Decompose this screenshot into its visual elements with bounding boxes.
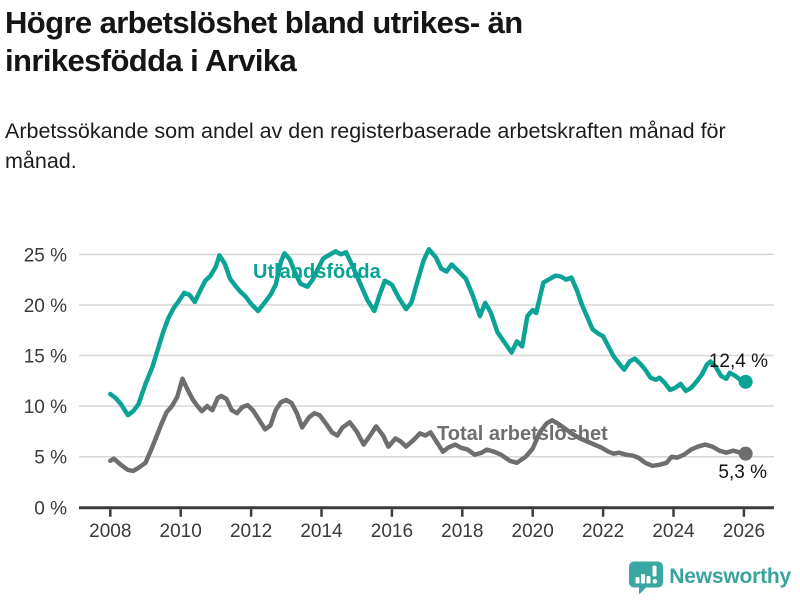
total-end-dot [738,446,753,461]
exclamation-dot [652,579,658,584]
x-tick-label: 2022 [582,521,624,542]
page-title: Högre arbetslöshet bland utrikes- än inr… [5,5,523,78]
total-line [108,376,748,474]
y-tick-label: 5 % [34,448,67,469]
x-tick-label: 2008 [89,521,131,542]
x-tick-label: 2016 [371,521,413,542]
y-tick-label: 10 % [24,397,67,418]
utlandsfodda-end-dot [738,374,753,389]
x-tick-label: 2020 [512,521,554,542]
y-tick-label: 0 % [34,498,67,519]
bar-3 [646,576,651,584]
exclamation-bar [652,565,657,577]
utlandsfodda-end-value-label: 12,4 % [709,351,768,372]
utlandsfodda-series-label: Utlandsfödda [253,261,382,283]
x-tick-labels: 2008 2010 2012 2014 2016 2018 2020 2022 2024 2026 [89,521,765,542]
y-tick-label: 20 % [24,296,67,317]
bar-2 [641,574,646,584]
y-tick-label: 25 % [24,245,67,266]
bar-1 [635,577,640,584]
y-tick-label: 15 % [24,347,67,368]
y-tick-labels: 0 % 5 % 10 % 15 % 20 % 25 % [24,245,67,519]
x-tick-label: 2012 [230,521,272,542]
x-axis [79,506,774,517]
speech-bubble-shape [629,561,664,595]
x-tick-label: 2024 [652,521,695,542]
brand-wordmark: Newsworthy [669,565,791,588]
x-tick-label: 2014 [300,521,343,542]
data-series [108,247,753,474]
total-end-value-label: 5,3 % [718,462,767,483]
utlandsfodda-line [108,247,748,418]
gridlines [79,253,774,458]
newsworthy-logo-icon [629,561,664,595]
x-tick-label: 2018 [441,521,483,542]
x-tick-label: 2026 [723,521,765,542]
page-subtitle: Arbetssökande som andel av den registerb… [5,119,726,173]
newsworthy-attribution: Newsworthy [628,559,791,595]
x-tick-label: 2010 [160,521,202,542]
total-series-label: Total arbetslöshet [437,423,608,445]
